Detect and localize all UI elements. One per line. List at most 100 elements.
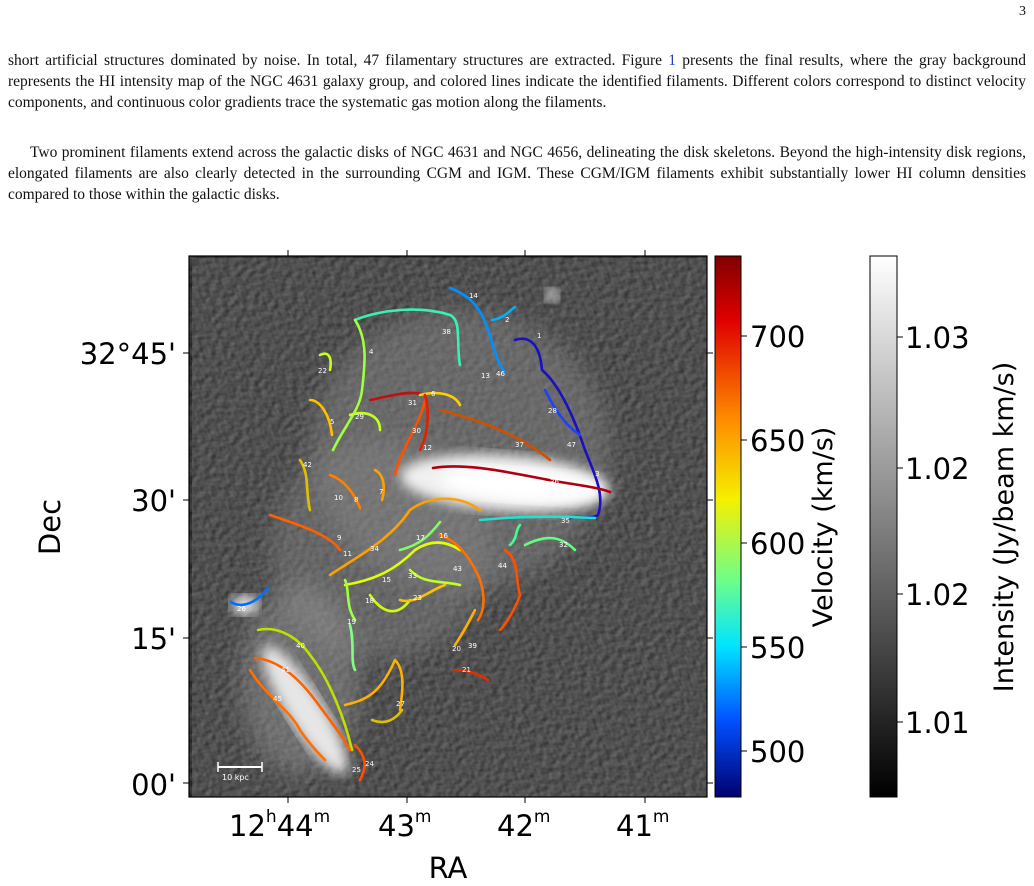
filament-label: 18 (365, 597, 374, 605)
filament-path (543, 388, 582, 437)
filament-label: 26 (237, 605, 246, 613)
filament-path (253, 656, 352, 752)
filament-label: 36 (550, 478, 559, 486)
filament-label: 12 (423, 444, 432, 452)
filament-path (418, 393, 430, 452)
intensity-tick-label: 1.02 (905, 578, 970, 612)
intensity-tick-label: 1.03 (905, 321, 970, 355)
filament-label: 46 (496, 370, 505, 378)
filament-label: 27 (396, 700, 405, 708)
filament-path (248, 668, 327, 762)
filament-path (353, 308, 462, 367)
filament-label: 47 (567, 441, 576, 449)
filament-label: 38 (442, 328, 451, 336)
filament-label: 2 (505, 316, 509, 324)
filament-label: 5 (330, 418, 334, 426)
filament-label: 35 (561, 517, 570, 525)
x-tick-label: 41m (616, 807, 669, 843)
filament-path (343, 658, 404, 712)
filament-label: 45 (273, 695, 282, 703)
intensity-tick-label: 1.02 (905, 452, 970, 486)
filament-label: 15 (382, 576, 391, 584)
filament-path (393, 398, 427, 477)
filament-label: 22 (318, 367, 327, 375)
filament-path (318, 352, 332, 372)
paragraph-2: Two prominent filaments extend across th… (8, 144, 1026, 203)
y-axis-label: Dec (33, 499, 67, 555)
filament-label: 23 (413, 594, 422, 602)
filament-label: 20 (452, 645, 461, 653)
filament-label: 16 (439, 532, 448, 540)
filament-label: 29 (355, 413, 364, 421)
filament-label: 6 (431, 390, 436, 398)
filament-label: 42 (303, 461, 312, 469)
velocity-tick-label: 650 (750, 424, 805, 458)
paragraph-1-text-b: presents the final results, where the gr… (8, 52, 1026, 111)
velocity-tick-label: 700 (750, 320, 805, 354)
figure-filament-map: 1 2 3 4 5 6 7 8 9 10 11 12 13 14 15 16 1… (33, 250, 1020, 885)
velocity-colorbar-label: Velocity (km/s) (808, 427, 839, 628)
filament-label: 33 (408, 572, 417, 580)
filament-path (348, 411, 382, 432)
filament-label: 8 (354, 496, 358, 504)
velocity-tick-label: 600 (750, 527, 805, 561)
filament-label: 10 (334, 494, 343, 502)
map-axis-ticks (183, 250, 713, 803)
filament-path (348, 623, 357, 672)
filament-label: 28 (548, 407, 557, 415)
intensity-tick-label: 1.01 (905, 706, 970, 740)
filament-label: 37 (515, 441, 524, 449)
filament-label: 13 (481, 372, 490, 380)
filament-label: 44 (498, 562, 507, 570)
paragraph-1: short artificial structures dominated by… (8, 50, 1026, 113)
x-axis-label: RA (429, 851, 468, 885)
filament-label: 40 (296, 642, 305, 650)
filament-path (343, 578, 357, 622)
velocity-tick-label: 500 (750, 735, 805, 769)
filament-path (398, 520, 442, 552)
scale-bar-label: 10 kpc (222, 773, 249, 782)
intensity-colorbar-label: Intensity (Jy/beam km/s) (989, 362, 1020, 693)
filament-label: 24 (365, 760, 374, 768)
velocity-tick-label: 550 (750, 631, 805, 665)
filament-path (353, 743, 366, 782)
filament-path (453, 668, 490, 682)
filament-label: 39 (468, 642, 477, 650)
filament-path (328, 473, 362, 510)
scale-bar: 10 kpc (217, 762, 263, 782)
filament-label: 4 (369, 348, 374, 356)
y-tick-label: 30' (131, 484, 176, 518)
filament-label: 32 (559, 541, 568, 549)
y-tick-label: 00' (131, 768, 176, 802)
filament-path (308, 398, 334, 437)
filament-label: 30 (412, 427, 421, 435)
filament-label: 21 (462, 666, 471, 674)
filament-path (438, 533, 485, 622)
y-tick-label: 32°45' (80, 337, 176, 371)
filament-label: 17 (416, 534, 425, 542)
filament-path (368, 593, 412, 613)
filament-label: 9 (337, 534, 341, 542)
y-tick-label: 15' (131, 622, 176, 656)
filament-path (498, 548, 522, 632)
filament-label: 31 (408, 399, 417, 407)
filament-path (453, 608, 477, 647)
intensity-colorbar: 1.03 1.02 1.02 1.01 Intensity (Jy/beam k… (869, 255, 1020, 798)
filament-path (431, 465, 612, 494)
figure-reference-link[interactable]: 1 (668, 52, 677, 69)
filament-label: 25 (352, 766, 361, 774)
filament-label: 11 (343, 550, 352, 558)
filament-path (268, 513, 342, 552)
filament-path (490, 305, 517, 322)
filament-label: 41 (281, 666, 290, 674)
filament-label: 14 (469, 292, 478, 300)
x-tick-label: 12h44m (229, 807, 330, 843)
page-number: 3 (1019, 4, 1026, 19)
filament-path (523, 536, 577, 552)
x-tick-label: 42m (497, 807, 550, 843)
filament-path (508, 523, 522, 547)
x-tick-label: 43m (378, 807, 431, 843)
filament-label: 3 (595, 470, 599, 478)
filament-path (331, 318, 366, 452)
filament-path (298, 458, 312, 512)
